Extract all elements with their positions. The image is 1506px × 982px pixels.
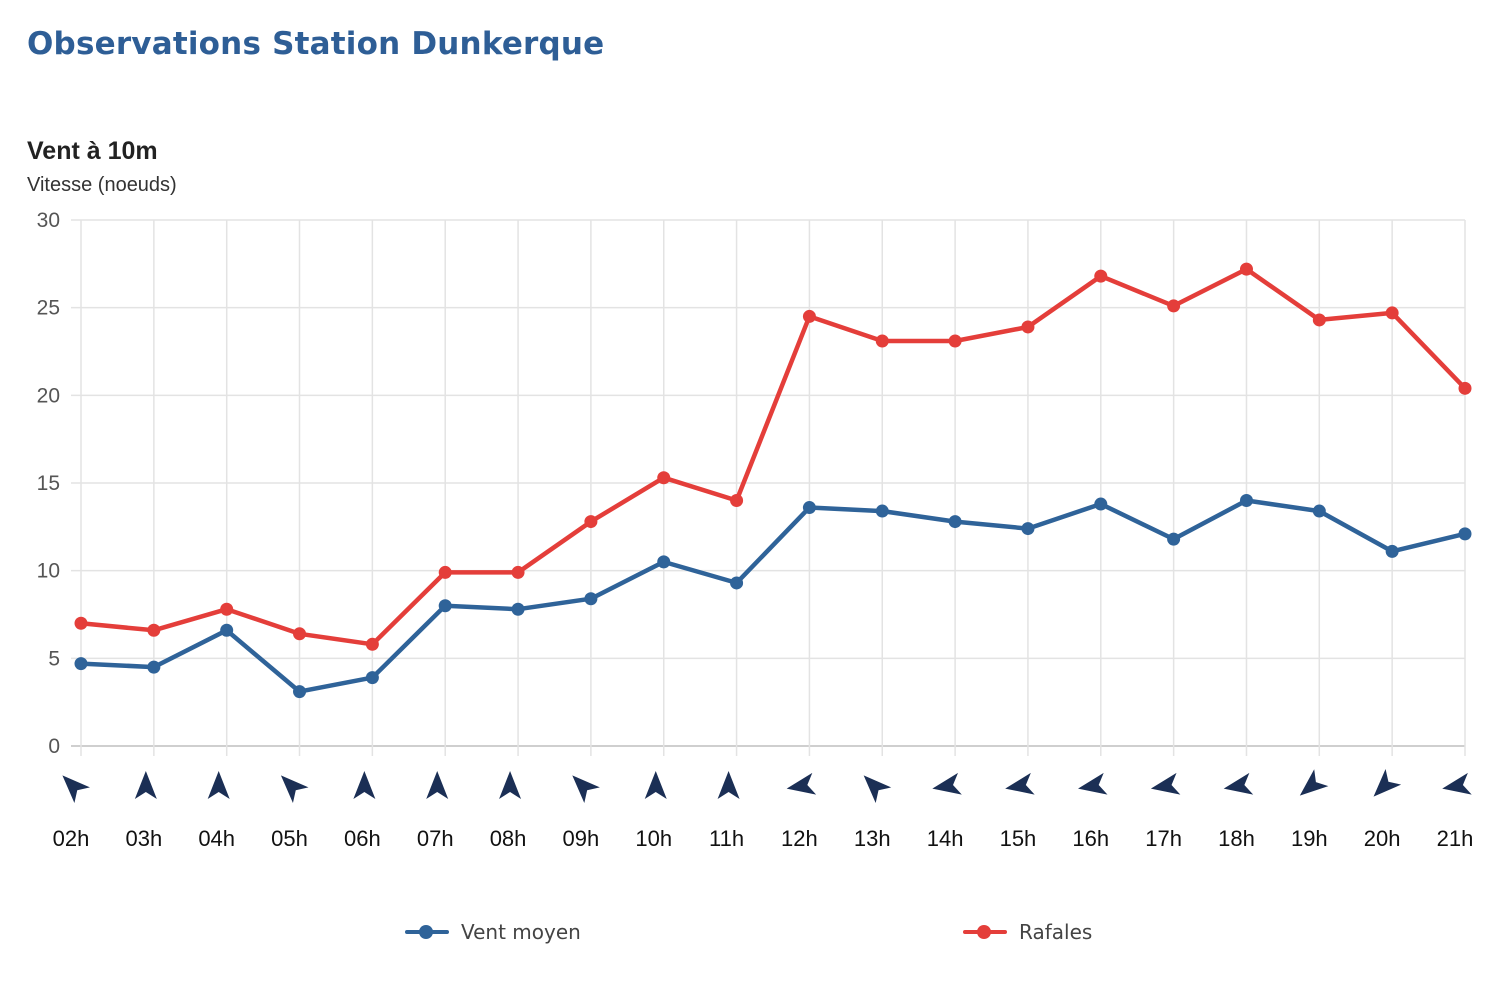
- y-tick-label: 10: [37, 560, 60, 583]
- wind-direction-arrow-icon: [134, 771, 157, 799]
- data-point-0-8: [657, 555, 671, 569]
- x-tick-label: 19h: [1291, 826, 1328, 851]
- x-tick-label: 08h: [490, 826, 527, 851]
- data-point-0-7: [584, 592, 598, 606]
- wind-direction-arrow-icon: [932, 772, 962, 795]
- data-point-1-8: [657, 471, 671, 485]
- legend-marker-rafales: [963, 925, 1007, 939]
- chart-title: Vent à 10m: [27, 137, 158, 165]
- data-point-0-4: [365, 671, 379, 685]
- data-point-1-16: [1239, 262, 1253, 276]
- legend-item-vent-moyen[interactable]: Vent moyen: [405, 920, 581, 944]
- wind-direction-arrow-icon: [1078, 772, 1108, 795]
- legend-marker-vent-moyen: [405, 925, 449, 939]
- y-tick-label: 5: [48, 647, 60, 670]
- wind-direction-arrow-icon: [572, 775, 600, 803]
- y-axis-label: Vitesse (noeuds): [27, 174, 177, 196]
- data-point-0-9: [730, 576, 744, 590]
- x-tick-label: 09h: [563, 826, 600, 851]
- x-tick-label: 06h: [344, 826, 381, 851]
- data-point-0-5: [438, 599, 452, 613]
- x-tick-label: 21h: [1437, 826, 1474, 851]
- data-point-1-13: [1021, 320, 1035, 334]
- data-point-1-17: [1312, 313, 1326, 327]
- wind-direction-arrow-icon: [1150, 772, 1181, 795]
- x-tick-label: 05h: [271, 826, 308, 851]
- data-point-1-11: [875, 334, 889, 348]
- wind-direction-arrow-icon: [1005, 772, 1035, 795]
- data-point-0-16: [1239, 494, 1253, 508]
- wind-direction-arrow-icon: [62, 775, 90, 803]
- data-point-1-2: [220, 602, 234, 616]
- data-point-0-12: [948, 515, 962, 529]
- data-point-0-6: [511, 602, 525, 616]
- wind-chart: 0 5 10 15 20 25 30 02h 03h 04h 05h 06h 07h 08h 09h 10h 1…: [37, 209, 1474, 851]
- x-tick-label: 04h: [198, 826, 235, 851]
- wind-direction-arrow-icon: [1373, 769, 1402, 797]
- data-point-0-0: [74, 657, 88, 671]
- series-line-1: [78, 266, 1468, 647]
- page-title: Observations Station Dunkerque: [27, 26, 605, 62]
- data-point-1-14: [1094, 269, 1108, 283]
- data-point-1-3: [293, 627, 307, 641]
- wind-direction-arrow-icon: [207, 771, 230, 799]
- wind-direction-arrow-icon: [644, 771, 667, 799]
- wind-direction-arrow-icon: [1299, 769, 1329, 796]
- data-point-0-15: [1167, 532, 1181, 546]
- wind-direction-arrow-icon: [1223, 772, 1254, 795]
- legend-label-rafales: Rafales: [1019, 920, 1093, 944]
- wind-direction-arrow-icon: [499, 771, 522, 799]
- data-point-1-9: [730, 494, 744, 508]
- x-tick-label: 18h: [1218, 826, 1255, 851]
- y-tick-label: 30: [37, 209, 60, 232]
- x-tick-label: 10h: [635, 826, 672, 851]
- y-tick-label: 25: [37, 297, 60, 320]
- x-tick-label: 14h: [927, 826, 964, 851]
- data-point-1-10: [802, 309, 816, 323]
- data-point-1-0: [74, 616, 88, 630]
- wind-direction-arrow-icon: [786, 772, 817, 795]
- data-point-1-19: [1458, 381, 1472, 395]
- x-tick-label: 02h: [53, 826, 90, 851]
- x-tick-label: 07h: [417, 826, 454, 851]
- data-point-0-1: [147, 660, 161, 674]
- data-point-1-12: [948, 334, 962, 348]
- data-point-0-17: [1312, 504, 1326, 518]
- data-point-0-19: [1458, 527, 1472, 541]
- data-point-0-11: [875, 504, 889, 518]
- data-point-1-15: [1167, 299, 1181, 313]
- wind-direction-arrow-icon: [717, 771, 740, 799]
- x-tick-label: 03h: [125, 826, 162, 851]
- wind-direction-arrow-icon: [426, 771, 449, 799]
- data-point-0-14: [1094, 497, 1108, 511]
- x-tick-label: 11h: [709, 826, 744, 851]
- legend-label-vent-moyen: Vent moyen: [461, 920, 581, 944]
- y-tick-label: 0: [48, 735, 60, 758]
- series-line-0: [78, 498, 1468, 694]
- x-tick-label: 13h: [854, 826, 891, 851]
- x-tick-label: 20h: [1364, 826, 1401, 851]
- data-point-1-4: [365, 637, 379, 651]
- x-tick-label: 17h: [1145, 826, 1182, 851]
- wind-direction-arrow-icon: [863, 775, 892, 803]
- data-point-0-2: [220, 623, 234, 637]
- data-point-0-18: [1385, 544, 1399, 558]
- x-tick-label: 15h: [1000, 826, 1037, 851]
- legend-item-rafales[interactable]: Rafales: [963, 920, 1092, 944]
- wind-direction-arrow-icon: [353, 771, 376, 799]
- x-tick-label: 16h: [1072, 826, 1109, 851]
- data-point-0-3: [293, 685, 307, 699]
- data-point-0-13: [1021, 522, 1035, 536]
- data-point-1-1: [147, 623, 161, 637]
- y-tick-label: 15: [37, 472, 60, 495]
- x-tick-label: 12h: [781, 826, 818, 851]
- data-point-1-6: [511, 565, 525, 579]
- data-point-1-5: [438, 565, 452, 579]
- y-tick-label: 20: [37, 384, 60, 407]
- wind-direction-arrow-icon: [1442, 772, 1472, 795]
- data-point-0-10: [802, 501, 816, 515]
- data-point-1-18: [1385, 306, 1399, 320]
- data-point-1-7: [584, 515, 598, 529]
- wind-direction-arrow-icon: [280, 775, 309, 803]
